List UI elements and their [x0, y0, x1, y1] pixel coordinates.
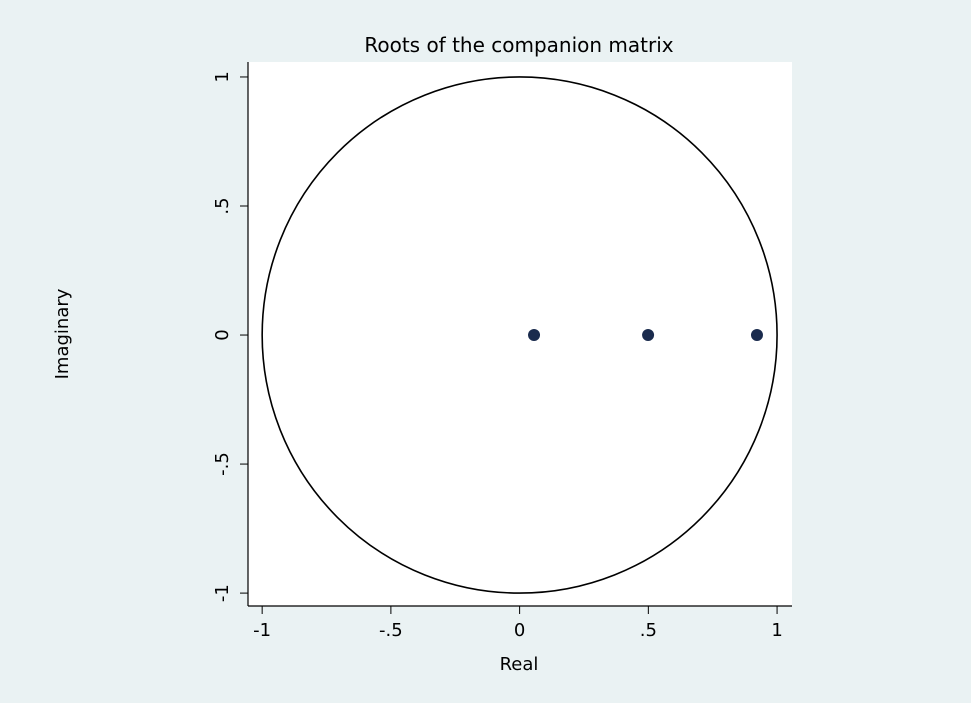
y-tick-label: -.5	[212, 452, 233, 476]
y-tick-label: .5	[212, 197, 233, 214]
y-tick-label: 0	[212, 329, 233, 340]
point	[750, 329, 763, 342]
unit-circle	[261, 76, 778, 594]
point	[528, 329, 541, 342]
chart-title: Roots of the companion matrix	[364, 33, 673, 57]
x-tick-label: -.5	[379, 620, 403, 641]
x-tick-label: 0	[514, 620, 525, 641]
x-tick-label: -1	[253, 620, 271, 641]
x-tick-label: 1	[771, 620, 782, 641]
plot-area	[248, 62, 792, 606]
x-tick-label: .5	[640, 620, 657, 641]
y-tick-label: 1	[212, 71, 233, 82]
y-tick-label: -1	[212, 584, 233, 602]
x-axis-title: Real	[500, 654, 539, 675]
y-axis-title: Imaginary	[52, 288, 73, 379]
point	[642, 329, 655, 342]
